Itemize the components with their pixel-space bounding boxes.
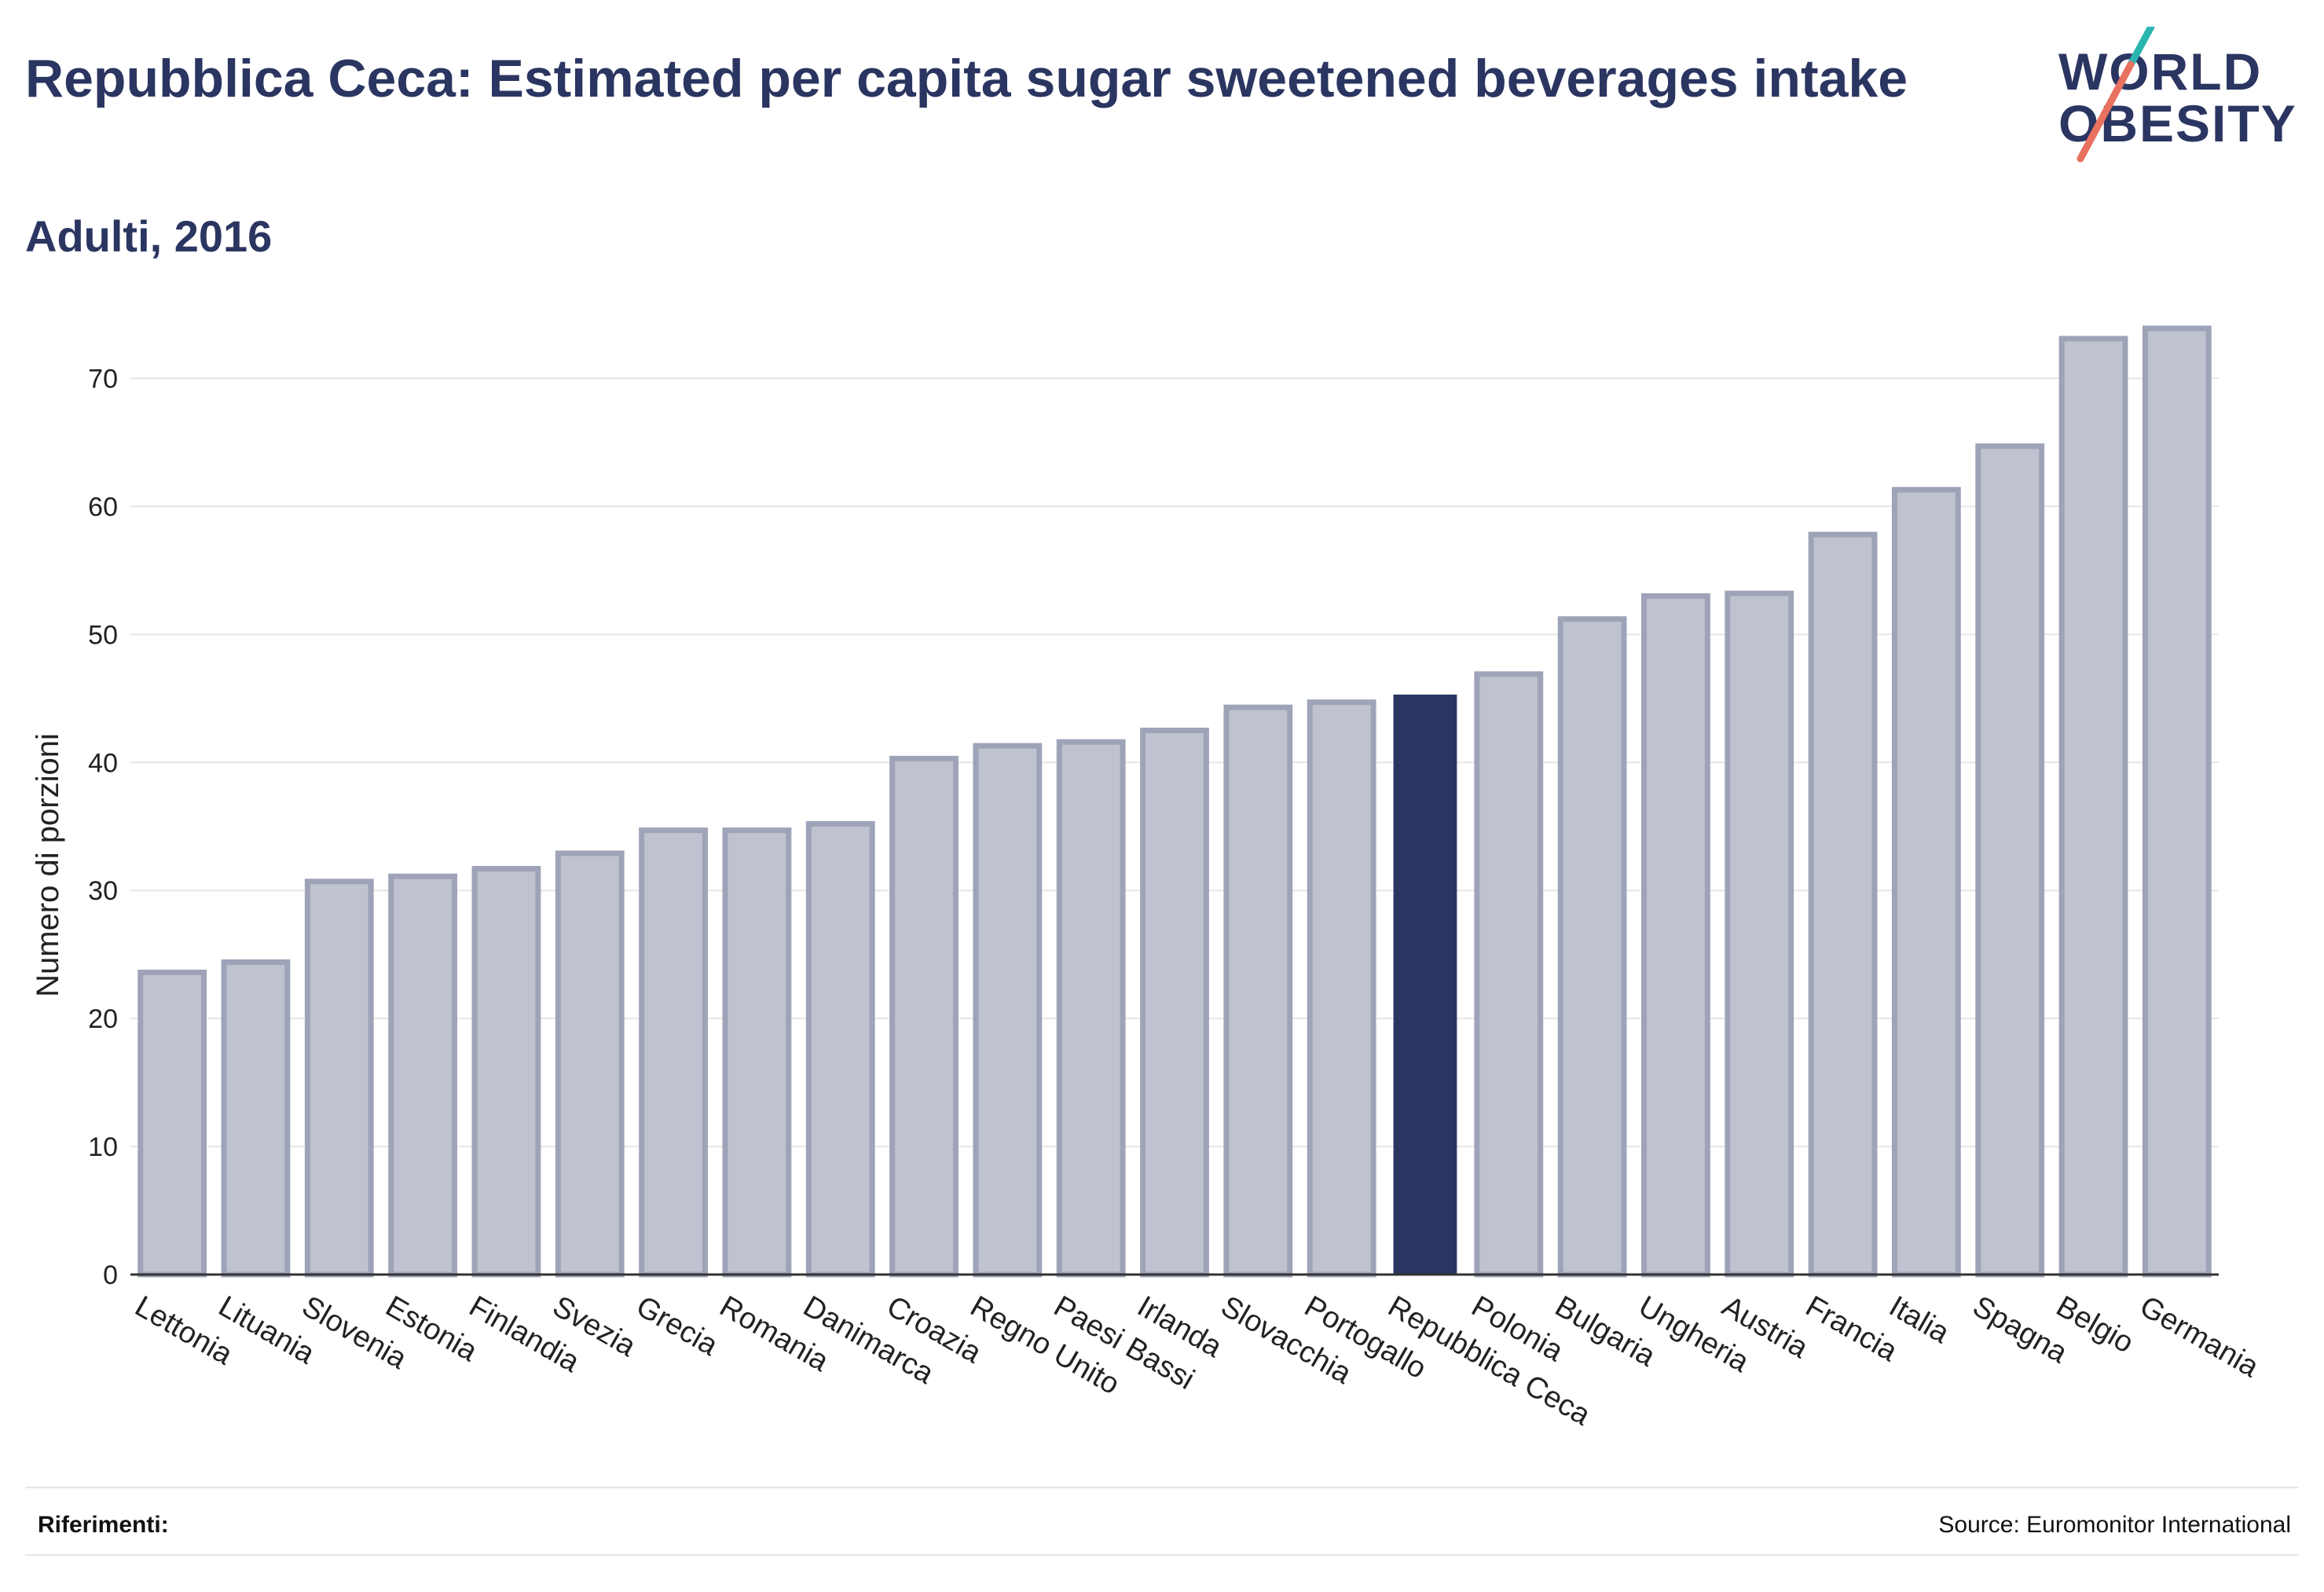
bar-portogallo: [1307, 699, 1376, 1278]
bar-lituania: [221, 959, 291, 1278]
bar-italia: [1891, 486, 1961, 1278]
x-tick-label: Spagna: [1967, 1289, 2073, 1370]
bar-polonia: [1474, 671, 1544, 1278]
bar-romania: [722, 827, 792, 1278]
bar-chart: 0 10 20 30 40 50 60 70 LettoniaLituaniaSlovenia…: [31, 325, 2265, 1432]
bar-ungheria: [1641, 592, 1710, 1278]
y-tick-label: 20: [88, 1004, 118, 1034]
source-note: Source: Euromonitor International: [1938, 1512, 2291, 1538]
bar-irlanda: [1140, 728, 1209, 1278]
x-tick-label: Francia: [1800, 1289, 1903, 1368]
bar-spagna: [1975, 443, 2045, 1278]
bar-bulgaria: [1557, 616, 1627, 1278]
bar-slovenia: [304, 879, 374, 1278]
y-tick-label: 70: [88, 364, 118, 394]
chart-title: Repubblica Ceca: Estimated per capita su…: [25, 49, 1908, 108]
y-tick-label: 0: [103, 1260, 118, 1290]
y-tick-label: 40: [88, 748, 118, 778]
footer-divider-bottom: [25, 1554, 2299, 1556]
bar-croazia: [889, 755, 959, 1278]
bar-germania: [2142, 325, 2212, 1278]
bar-grecia: [639, 827, 708, 1278]
references-label: Riferimenti:: [38, 1512, 169, 1538]
x-tick-label: Germania: [2134, 1289, 2264, 1384]
footer-divider-top: [25, 1487, 2299, 1488]
bar-regno-unito: [973, 743, 1043, 1278]
bar-austria: [1725, 590, 1794, 1278]
y-tick-label: 30: [88, 876, 118, 906]
bar-belgio: [2058, 336, 2128, 1278]
bar-repubblica-ceca: [1393, 694, 1457, 1275]
bars: [137, 325, 2212, 1278]
logo-slash-icon: [2077, 27, 2155, 163]
bar-francia: [1808, 531, 1878, 1278]
y-tick-label: 50: [88, 620, 118, 650]
bar-lettonia: [137, 969, 207, 1278]
bar-danimarca: [805, 820, 875, 1278]
x-tick-label: Lituania: [213, 1289, 321, 1370]
y-axis-title: Numero di porzioni: [31, 733, 65, 997]
bar-paesi-bassi: [1056, 739, 1126, 1278]
y-axis-ticks: 0 10 20 30 40 50 60 70: [88, 364, 118, 1290]
bar-finlandia: [471, 866, 541, 1278]
y-tick-label: 10: [88, 1132, 118, 1162]
chart-subtitle: Adulti, 2016: [25, 211, 273, 261]
logo-line-1: WORLD: [2058, 42, 2263, 101]
y-tick-label: 60: [88, 492, 118, 522]
bar-svezia: [555, 850, 625, 1278]
bar-estonia: [388, 873, 458, 1278]
bar-slovacchia: [1223, 704, 1293, 1278]
x-axis-ticks: LettoniaLituaniaSloveniaEstoniaFinlandia…: [130, 1289, 2265, 1432]
x-tick-label: Grecia: [631, 1289, 724, 1363]
world-obesity-logo: WORLD OBESITY: [2058, 27, 2310, 168]
